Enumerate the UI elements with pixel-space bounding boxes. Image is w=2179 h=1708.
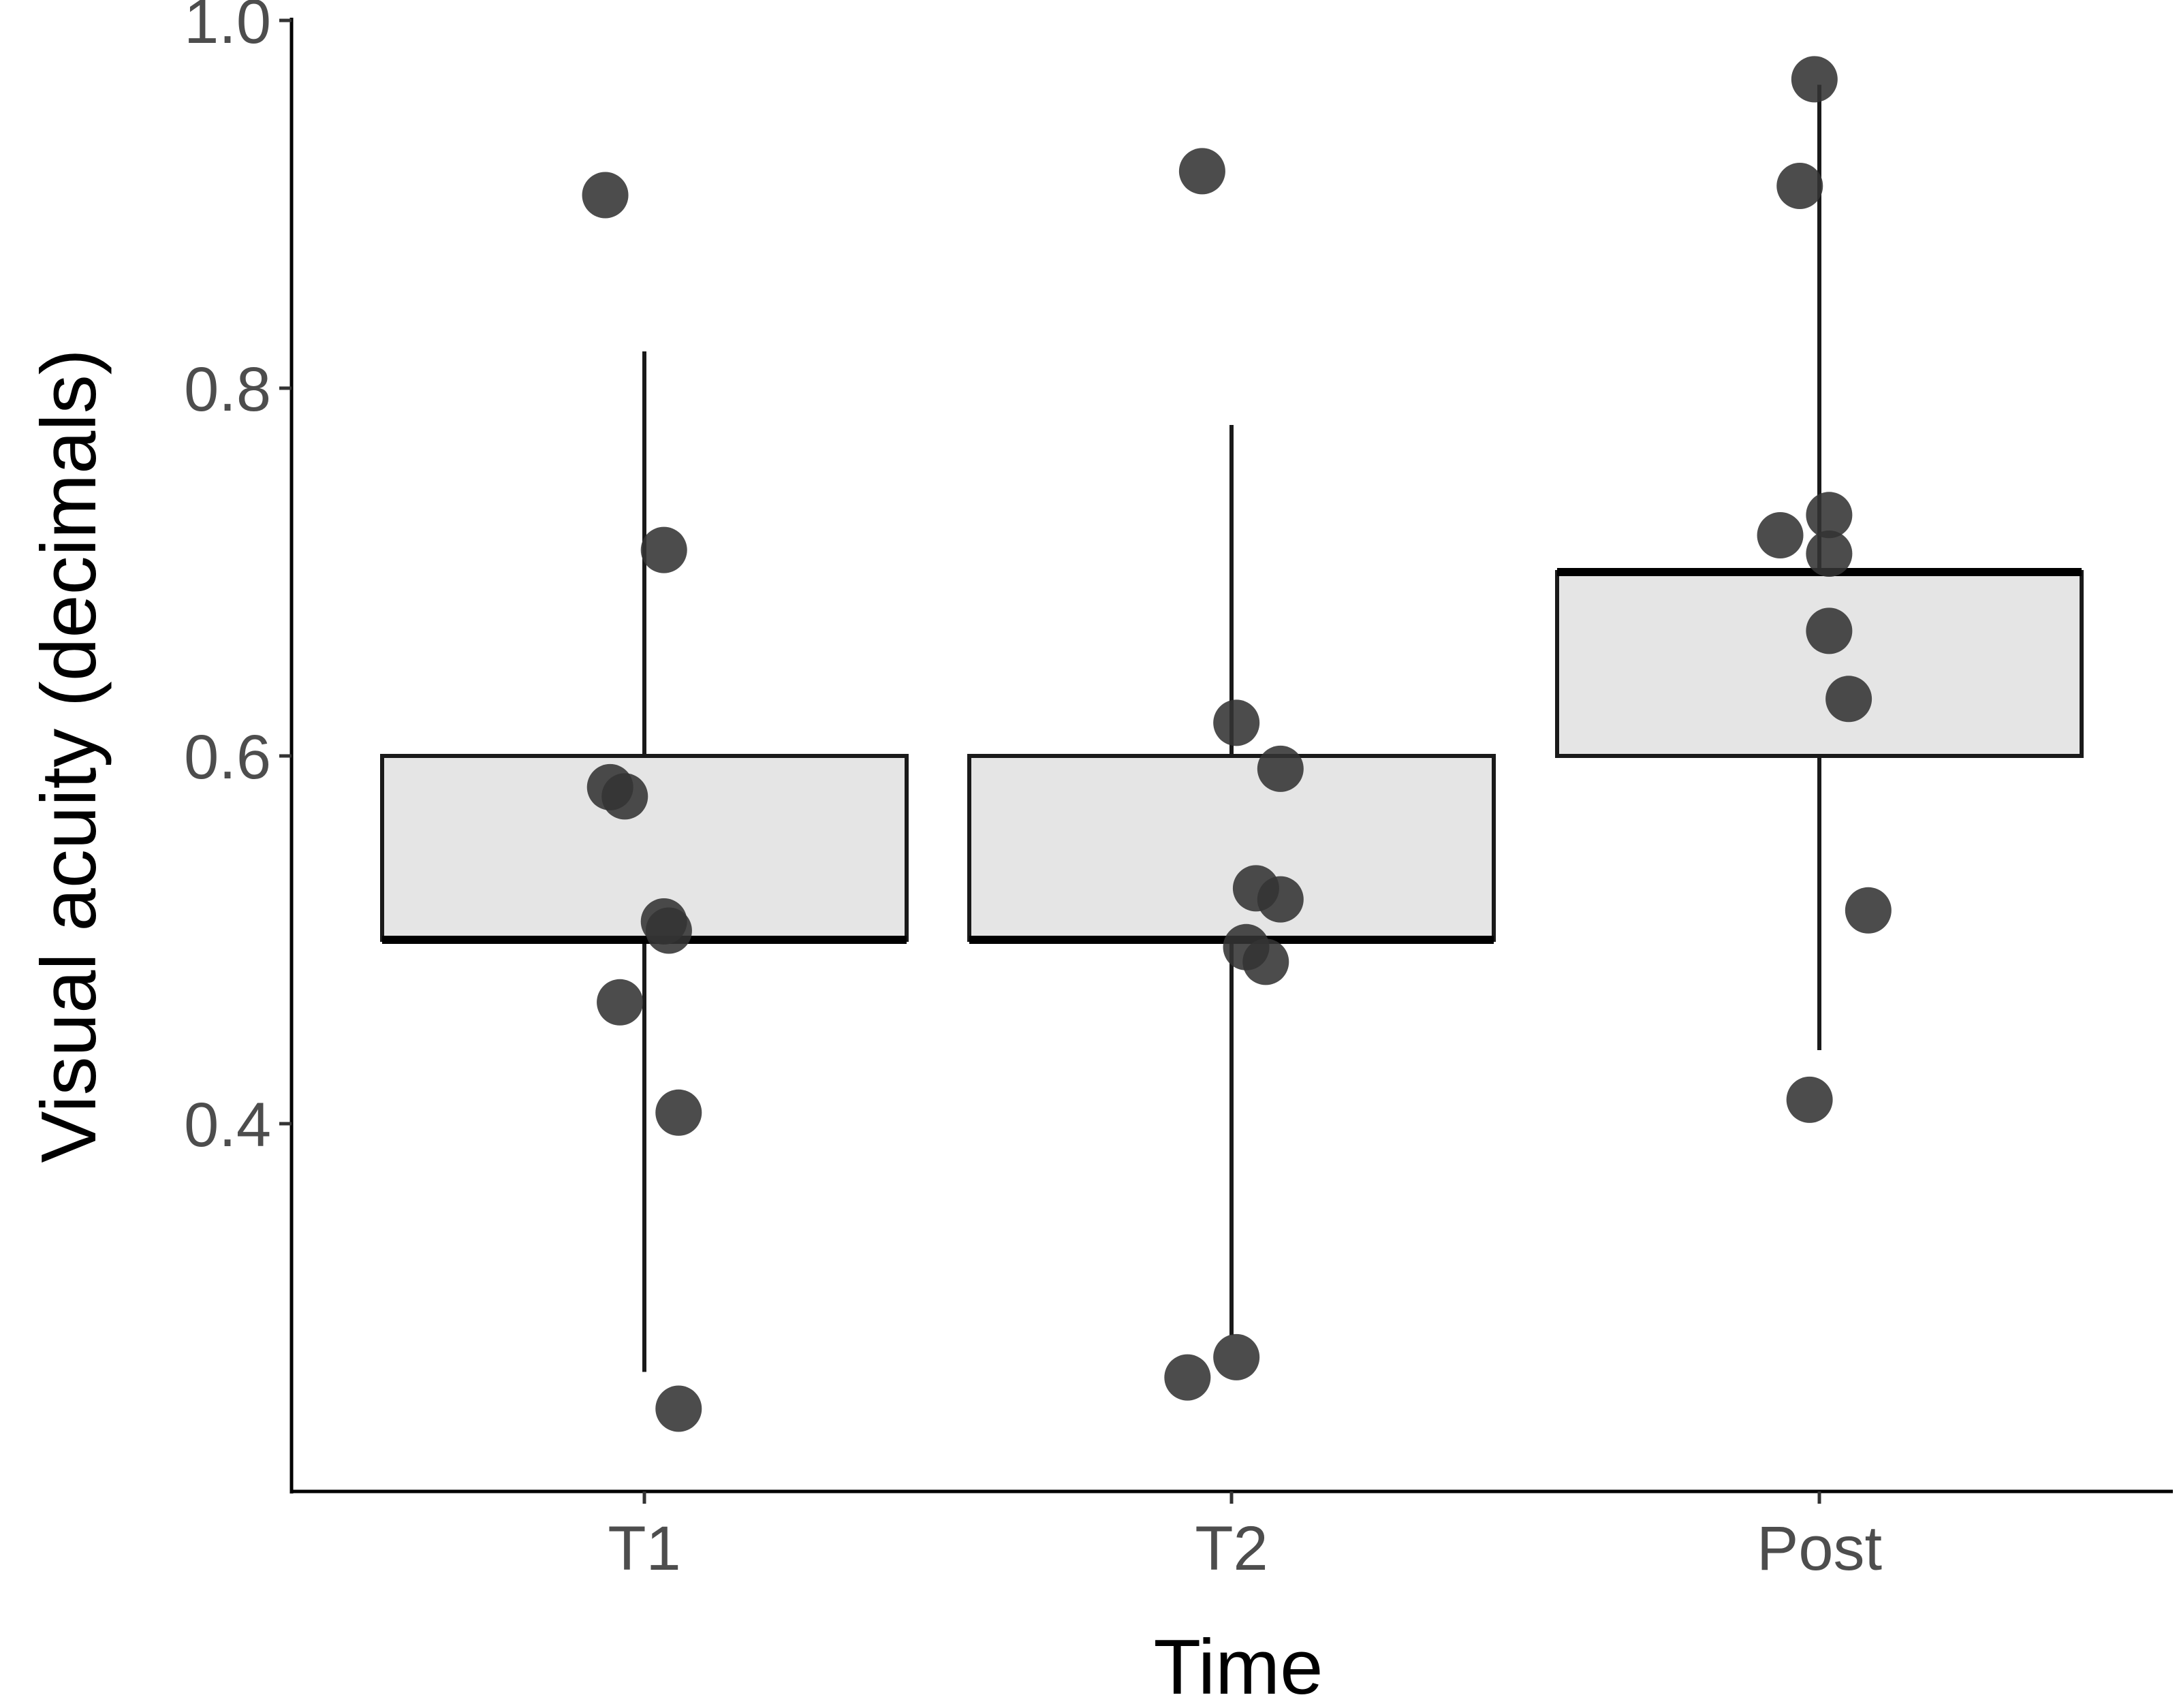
data-point [1776,163,1823,209]
points-layer [582,56,1892,1432]
data-point [1825,676,1872,723]
y-tick-label: 0.8 [184,355,271,424]
box-body-t2 [967,754,1496,942]
x-tick-label: Post [1757,1514,1882,1583]
data-point [655,1385,702,1432]
data-point [1242,938,1289,985]
data-point [645,907,692,954]
box-t2 [967,425,1496,1335]
y-tick-label: 0.4 [184,1090,271,1160]
data-point [582,172,629,219]
x-tick-label: T2 [1195,1514,1268,1583]
data-point [1806,492,1853,539]
data-point [1806,531,1853,577]
y-tick-label: 0.6 [184,723,271,792]
data-point [1213,699,1260,746]
data-point [640,526,687,573]
x-axis-title: Time [1153,1624,1323,1708]
x-tick-label: T1 [608,1514,680,1583]
y-tick-label: 1.0 [184,0,271,57]
data-point [1791,56,1838,103]
data-point [655,1089,702,1136]
y-axis-title: Visual acuity (decimals) [26,349,112,1163]
data-point [1806,607,1853,654]
data-point [597,979,644,1026]
data-point [601,773,648,820]
boxes-layer [380,84,2084,1372]
data-point [1164,1354,1211,1401]
data-point [1257,745,1304,792]
box-body-post [1555,570,2084,758]
data-point [1257,876,1304,923]
data-point [1786,1076,1833,1123]
data-point [1178,148,1225,195]
data-point [1845,887,1892,934]
data-point [1757,512,1804,558]
box-t1 [380,351,909,1372]
ticks-layer: 0.4 0.6 0.8 1.0 T1 T2 Post [184,0,1882,1583]
data-point [1213,1333,1260,1380]
